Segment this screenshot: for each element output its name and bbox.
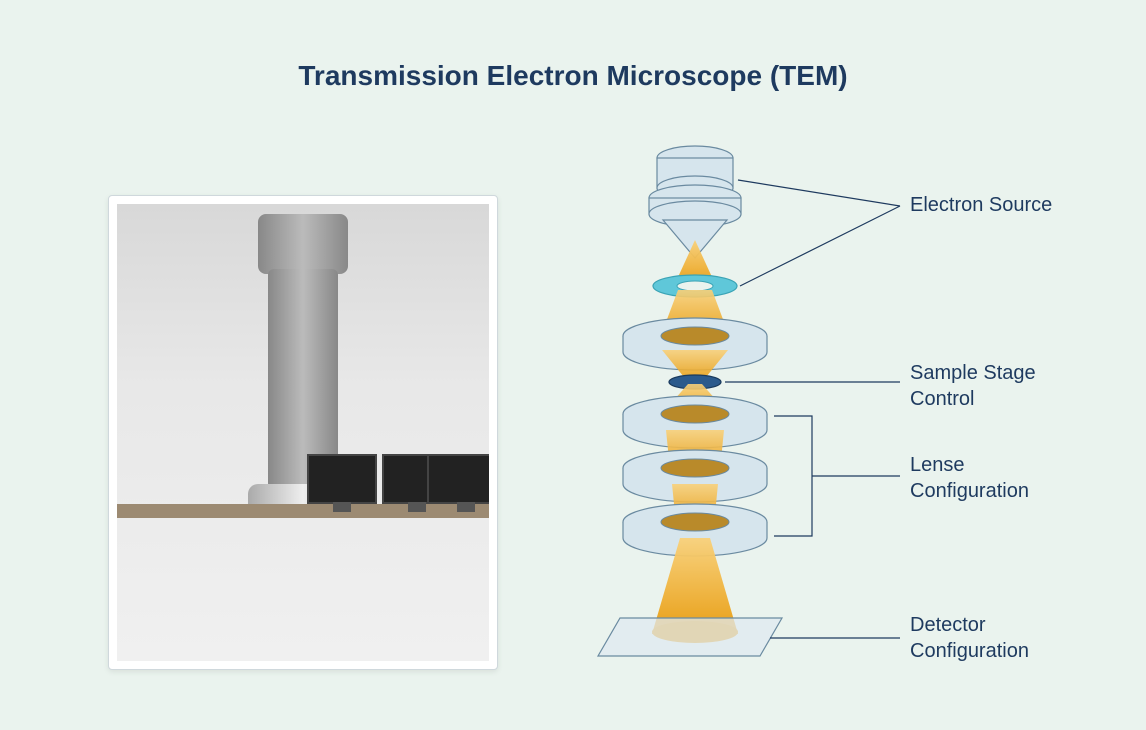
page-title: Transmission Electron Microscope (TEM) <box>0 60 1146 92</box>
monitor-3 <box>427 454 489 504</box>
photo-frame <box>108 195 498 670</box>
desk <box>117 504 489 518</box>
label-lens-config: LenseConfiguration <box>910 452 1029 504</box>
label-sample-stage: Sample StageControl <box>910 360 1036 412</box>
detector-icon <box>598 618 782 656</box>
monitor-1 <box>307 454 377 504</box>
label-detector: DetectorConfiguration <box>910 612 1029 664</box>
diagram-svg <box>560 140 1120 700</box>
label-electron-source: Electron Source <box>910 192 1052 218</box>
tem-column-top <box>258 214 348 274</box>
tem-diagram: Electron Source Sample StageControl Lens… <box>560 140 1120 700</box>
tem-photo <box>117 204 489 661</box>
